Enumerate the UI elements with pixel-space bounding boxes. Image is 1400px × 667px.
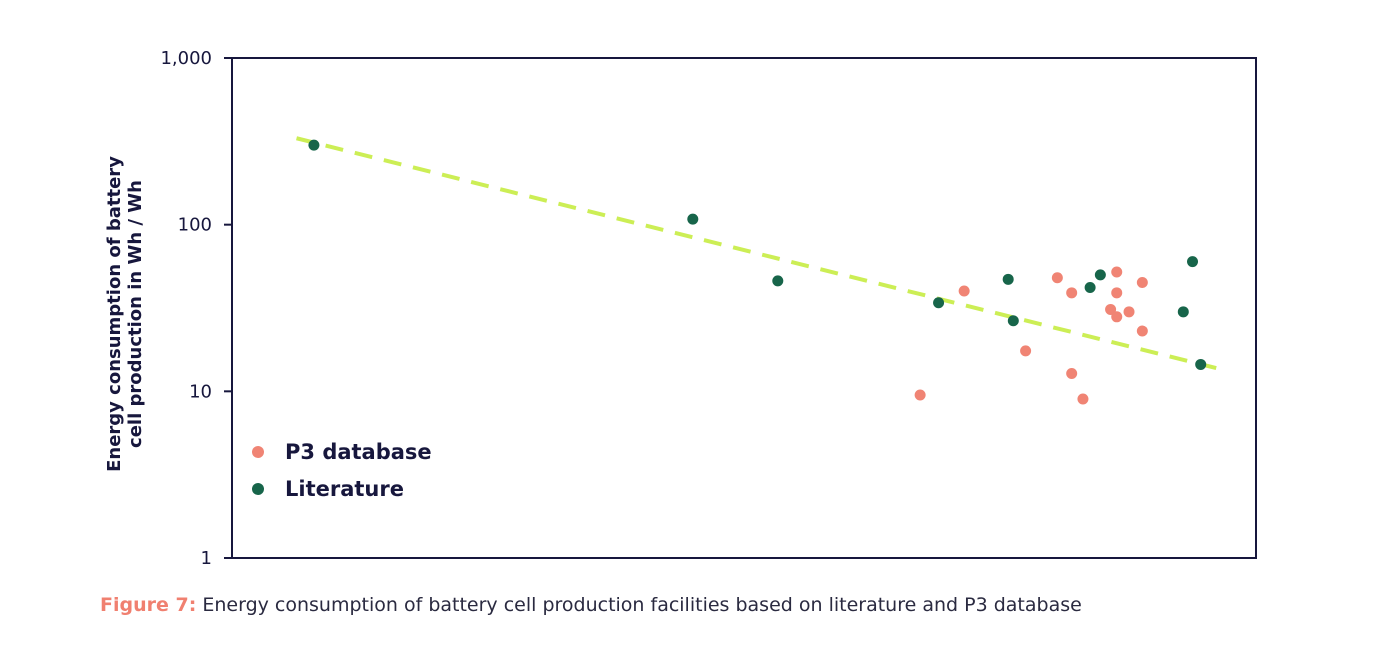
p3-data-point <box>1105 303 1117 315</box>
y-axis-label-line2: cell production in Wh / Wh <box>125 180 146 448</box>
p3-data-point <box>1111 311 1123 323</box>
y-tick-label: 10 <box>189 381 212 402</box>
legend: P3 database Literature <box>252 440 432 501</box>
legend-marker-p3 <box>252 446 264 458</box>
p3-data-point <box>1077 393 1089 405</box>
p3-data-point <box>1020 345 1032 357</box>
plot-frame <box>231 57 1257 559</box>
p3-data-point <box>1136 276 1148 288</box>
literature-data-point <box>1007 315 1019 327</box>
p3-data-point <box>1111 266 1123 278</box>
y-tick-label: 1 <box>201 548 212 569</box>
caption-label: Figure 7: <box>100 594 197 616</box>
legend-label-p3: P3 database <box>285 440 432 464</box>
y-tick-label: 1,000 <box>160 48 212 69</box>
literature-data-point <box>933 297 945 309</box>
p3-data-point <box>1066 287 1078 299</box>
p3-data-point <box>1111 287 1123 299</box>
literature-data-point <box>772 275 784 287</box>
trend-line-group <box>296 136 1223 372</box>
y-tick-label: 100 <box>178 215 212 236</box>
literature-data-point <box>1094 269 1106 281</box>
data-points <box>308 139 1207 405</box>
p3-data-point <box>1136 325 1148 337</box>
caption-text: Energy consumption of battery cell produ… <box>196 594 1082 616</box>
trend-line <box>296 136 1223 372</box>
literature-data-point <box>1187 256 1199 268</box>
figure-caption: Figure 7: Energy consumption of battery … <box>100 594 1082 616</box>
literature-data-point <box>1177 306 1189 318</box>
literature-data-point <box>308 139 320 151</box>
literature-data-point <box>1195 358 1207 370</box>
y-axis-ticks: 1 10 100 1,000 <box>160 48 232 569</box>
p3-data-point <box>1051 272 1063 284</box>
legend-marker-literature <box>252 483 264 495</box>
y-axis-label-line1: Energy consumption of battery <box>104 156 125 472</box>
p3-data-point <box>1066 367 1078 379</box>
plot-axes <box>231 57 1257 559</box>
p3-data-point <box>914 389 926 401</box>
legend-label-literature: Literature <box>285 477 404 501</box>
p3-data-point <box>1123 306 1135 318</box>
p3-data-point <box>958 285 970 297</box>
literature-data-point <box>1002 273 1014 285</box>
literature-data-point <box>687 213 699 225</box>
literature-data-point <box>1084 281 1096 293</box>
